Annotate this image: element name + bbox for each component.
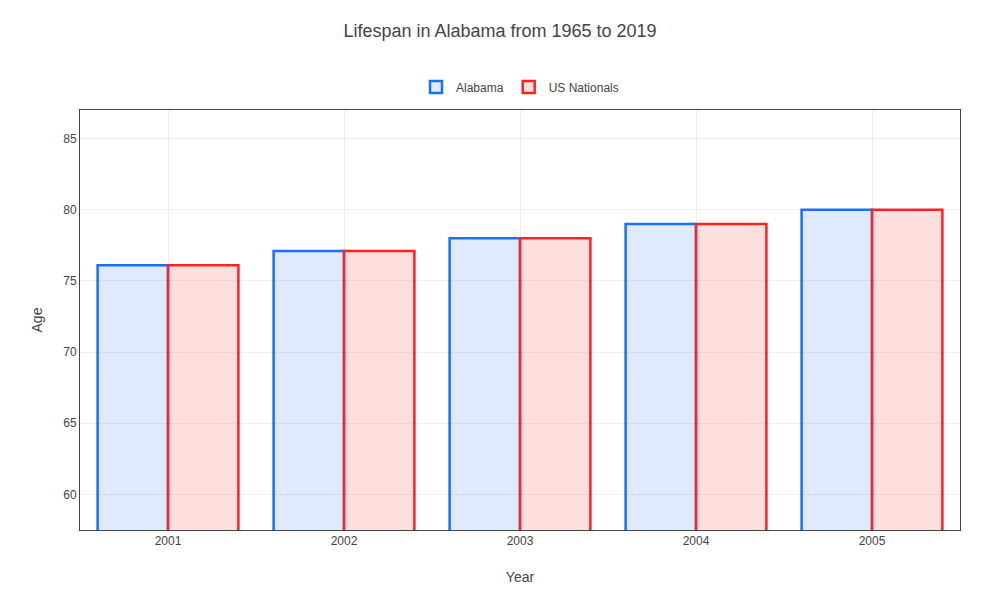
svg-text:2002: 2002 (331, 534, 358, 548)
svg-text:2003: 2003 (507, 534, 534, 548)
svg-text:85: 85 (63, 132, 77, 146)
svg-text:80: 80 (63, 203, 77, 217)
svg-text:70: 70 (63, 345, 77, 359)
svg-text:75: 75 (63, 274, 77, 288)
svg-text:2005: 2005 (859, 534, 886, 548)
svg-text:Age: Age (29, 307, 45, 332)
svg-text:2004: 2004 (683, 534, 710, 548)
svg-text:Year: Year (506, 569, 535, 585)
svg-text:US Nationals: US Nationals (549, 81, 619, 95)
svg-text:Alabama: Alabama (456, 81, 504, 95)
svg-text:Lifespan in Alabama from 1965: Lifespan in Alabama from 1965 to 2019 (343, 21, 656, 41)
svg-text:60: 60 (63, 488, 77, 502)
svg-text:65: 65 (63, 416, 77, 430)
svg-text:2001: 2001 (155, 534, 182, 548)
